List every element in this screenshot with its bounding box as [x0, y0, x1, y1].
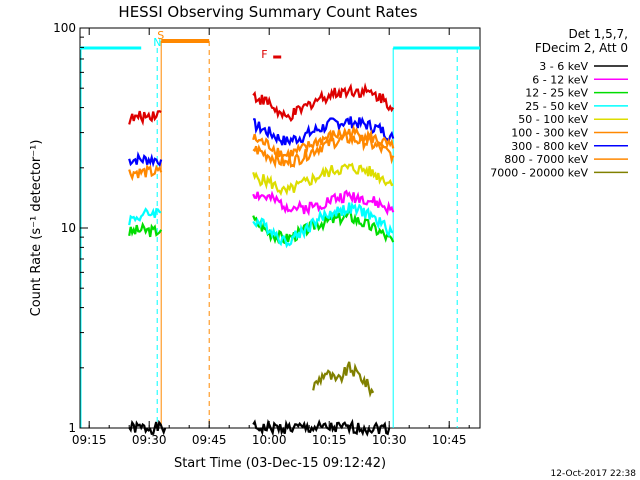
plot-frame — [79, 27, 481, 429]
legend-entry: 3 - 6 keV — [539, 60, 628, 73]
legend-entry-label: 3 - 6 keV — [539, 60, 588, 73]
legend-entry: 300 - 800 keV — [511, 140, 628, 153]
legend-entry-label: 50 - 100 keV — [518, 113, 588, 126]
legend-entry-label: 100 - 300 keV — [511, 127, 588, 140]
legend-entry: 800 - 7000 keV — [504, 153, 628, 166]
legend-entry: 7000 - 20000 keV — [490, 166, 628, 179]
y-axis: 1 10 100 — [53, 21, 88, 435]
legend-header-line-1: Det 1,5,7, — [569, 27, 629, 41]
legend-entry-label: 25 - 50 keV — [525, 100, 588, 113]
plot-area: NS F — [79, 27, 481, 437]
series-line-0-1 — [252, 418, 391, 437]
x-tick-label: 10:00 — [252, 433, 287, 447]
series-line-6-1 — [252, 116, 395, 147]
series-line-3-1 — [252, 201, 394, 249]
series-line-6-0 — [128, 151, 163, 168]
flag-label-f: F — [261, 48, 267, 61]
x-tick-label: 09:45 — [192, 433, 227, 447]
y-axis-label: Count Rate (s⁻¹ detector⁻¹) — [29, 140, 44, 317]
series-line-9-1 — [252, 82, 395, 123]
x-axis: 09:15 09:30 09:45 10:00 10:15 10:30 10:45 — [72, 28, 470, 447]
timestamp: 12-Oct-2017 22:38 — [551, 469, 637, 479]
legend-entry-label: 6 - 12 keV — [532, 73, 588, 86]
y-tick-label: 1 — [68, 421, 76, 435]
legend-entry: 100 - 300 keV — [511, 127, 628, 140]
series-line-8-0 — [312, 361, 375, 398]
x-axis-label: Start Time (03-Dec-15 09:12:42) — [174, 456, 386, 471]
series-line-2-0 — [128, 221, 163, 238]
series-line-5-0 — [128, 163, 163, 182]
flag-label-n: N — [153, 36, 161, 49]
x-tick-label: 09:30 — [132, 433, 167, 447]
legend-entry-label: 12 - 25 keV — [525, 87, 588, 100]
x-tick-label: 10:45 — [432, 433, 467, 447]
legend-entry-label: 7000 - 20000 keV — [490, 166, 588, 179]
y-tick-label: 100 — [53, 21, 76, 35]
legend-entry: 25 - 50 keV — [525, 100, 628, 113]
series-line-3-0 — [128, 207, 162, 226]
legend-entry: 6 - 12 keV — [532, 73, 628, 86]
legend-entry-label: 800 - 7000 keV — [504, 153, 588, 166]
series-line-1-0 — [252, 189, 395, 217]
flag-label-s: S — [157, 29, 164, 42]
x-tick-label: 10:15 — [312, 433, 347, 447]
legend-header-line-2: FDecim 2, Att 0 — [535, 41, 628, 55]
series-line-4-0 — [252, 162, 394, 197]
legend-entry-label: 300 - 800 keV — [511, 140, 588, 153]
legend-entry: 50 - 100 keV — [518, 113, 628, 126]
chart-title: HESSI Observing Summary Count Rates — [118, 3, 417, 21]
series-line-7-0 — [252, 124, 395, 160]
y-tick-label: 10 — [61, 221, 76, 235]
series-line-0-0 — [128, 419, 167, 436]
x-tick-label: 09:15 — [72, 433, 107, 447]
series-line-9-0 — [128, 110, 162, 126]
x-tick-label: 10:30 — [372, 433, 407, 447]
legend-entry: 12 - 25 keV — [525, 87, 628, 100]
